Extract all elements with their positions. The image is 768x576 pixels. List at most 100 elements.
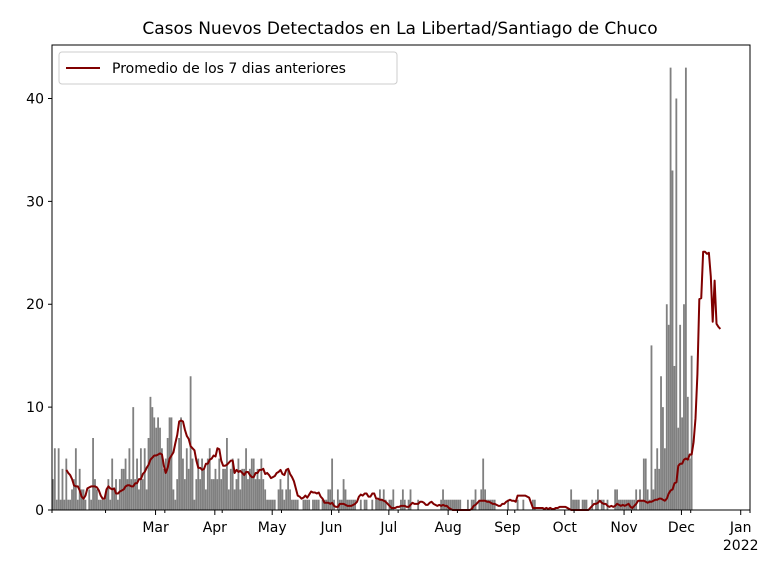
bar [94,479,96,510]
bar [329,489,332,510]
bar [239,489,242,510]
bar [59,499,62,510]
bar [313,499,316,510]
bar [447,499,450,510]
bar [147,437,150,510]
bar [312,499,314,510]
bar [679,324,682,510]
bar [245,448,247,510]
bar [203,468,205,510]
bar [90,499,93,510]
bar [82,489,85,510]
bar [304,499,307,510]
bar [482,458,485,510]
bar [377,499,379,510]
bar [690,355,693,510]
bar [52,479,54,510]
bar [73,479,75,510]
bar [306,499,309,510]
bar [101,499,104,510]
bar [650,345,653,510]
bar [271,499,274,510]
bar [126,479,129,510]
bar [323,499,326,510]
bar [474,489,477,510]
bar [55,499,58,510]
bar [457,499,460,510]
bar [675,98,678,510]
bar [654,468,657,510]
bar [344,489,347,510]
bar [380,499,383,510]
x-tick-label: Jul [379,520,397,536]
bar [99,499,102,510]
bars-layer [52,67,693,510]
bar [671,170,674,510]
bar [222,468,225,510]
bar [331,458,334,510]
bar [662,407,664,510]
bar [63,499,66,510]
bar [658,468,661,510]
bar [600,499,603,510]
bar [478,499,481,510]
bar [281,489,284,510]
bar [287,468,290,510]
bar [170,417,173,510]
bar [220,479,223,510]
bar [642,458,645,510]
bar [229,468,232,510]
bar [243,468,246,510]
bar [84,499,87,510]
bar [321,499,324,510]
bar [688,458,691,510]
bar [136,458,138,510]
bar [183,479,186,510]
axes-layer: 0 10 20 30 40 Mar Apr May Jun Jul Aug Sep Oct Nov Dec J… [26,44,759,554]
bar [103,499,106,510]
line-layer [65,250,722,511]
bar [180,417,182,510]
bar [227,489,230,510]
bar [644,458,647,510]
bar [308,499,311,510]
bar [132,407,135,510]
bar [581,499,584,510]
bar [176,479,179,510]
bar [577,499,580,510]
bar [449,499,452,510]
bar [570,489,573,510]
bar [336,489,339,510]
y-tick-label: 20 [26,297,44,313]
bar [204,489,207,510]
bar [648,499,651,510]
bar [279,479,282,510]
bar [185,448,188,510]
bar [646,489,649,510]
bar [92,437,94,510]
bar [218,458,221,510]
bar [172,489,175,510]
bar [273,499,276,510]
bar [250,458,253,510]
y-tick-label: 40 [26,91,44,107]
bar [409,489,412,510]
bar [348,499,351,510]
bar [466,499,469,510]
bar [124,458,127,510]
bar [575,499,578,510]
bar [597,489,599,510]
x-tick-label: May [258,520,287,536]
bar [61,468,64,510]
bar [631,499,634,510]
bar [277,489,280,510]
moving-average-line [65,250,722,511]
bar [80,489,83,510]
bar [683,304,685,510]
bar [285,489,288,510]
bar [187,468,190,510]
bar [629,499,632,510]
bar [522,499,525,510]
